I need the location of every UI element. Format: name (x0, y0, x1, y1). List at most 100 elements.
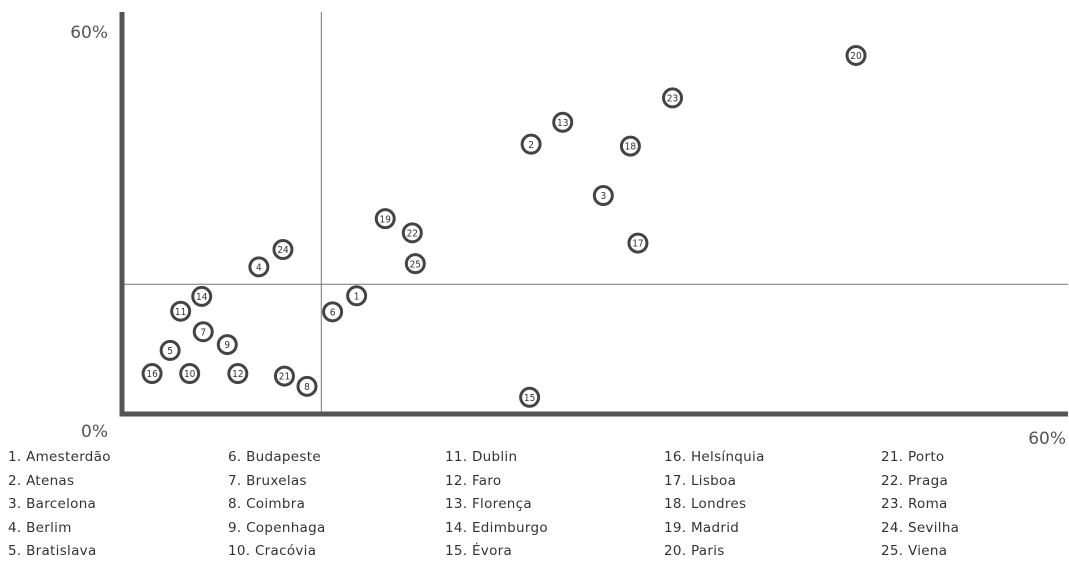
data-point-marker (273, 365, 295, 387)
data-point-marker (227, 363, 249, 385)
data-point-marker (592, 185, 614, 207)
data-point-label: 1 (354, 291, 360, 302)
legend-item: 8. Coimbra (228, 496, 306, 513)
data-point-25: 25 (404, 253, 426, 275)
legend-item: 7. Bruxelas (228, 472, 307, 489)
data-point-marker (141, 363, 163, 385)
legend-item: 1. Amesterdão (8, 449, 111, 465)
data-point-marker (619, 135, 641, 157)
data-point-label: 14 (196, 292, 208, 303)
data-point-label: 24 (277, 245, 289, 256)
legend-item: 6. Budapeste (228, 449, 321, 465)
data-point-marker (662, 87, 684, 109)
data-point-marker (272, 239, 294, 261)
data-point-label: 7 (200, 327, 206, 338)
legend-item: 11. Dublin (445, 449, 518, 465)
data-point-label: 4 (256, 262, 262, 273)
data-point-14: 14 (191, 285, 213, 307)
data-point-marker (192, 321, 214, 343)
legend-item: 18. Londres (664, 496, 747, 513)
data-point-17: 17 (627, 232, 649, 254)
y-axis-max-label: 60% (70, 23, 108, 43)
data-point-label: 19 (380, 214, 392, 225)
data-point-label: 17 (632, 239, 643, 250)
legend-column: 11. Dublin 12. Faro 13. Florença 14. Edimbu… (445, 446, 548, 564)
data-point-10: 10 (179, 363, 201, 385)
legend-item: 5. Bratislava (8, 543, 97, 560)
data-point-marker (179, 363, 201, 385)
legend-item: 12. Faro (445, 472, 502, 489)
scatter-chart: 60% 0% 60% 12345678910111213141516171819… (70, 12, 1068, 445)
legend-item: 21. Porto (881, 449, 945, 465)
data-point-marker (296, 375, 318, 397)
data-point-marker (401, 222, 423, 244)
reference-lines (122, 12, 1068, 414)
legend-item: 3. Barcelona (8, 496, 97, 513)
legend-item: 14. Edimburgo (445, 519, 548, 536)
data-point-19: 19 (374, 208, 396, 230)
data-point-label: 8 (304, 382, 310, 393)
data-point-label: 10 (184, 369, 196, 380)
data-point-3: 3 (592, 185, 614, 207)
legend-item: 19. Madrid (664, 519, 740, 536)
data-point-label: 21 (279, 372, 290, 383)
x-axis-min-label: 0% (81, 422, 108, 442)
legend-column: 1. Amesterdão 2. Atenas 3. Barcelona 4. Ber… (8, 446, 111, 564)
data-point-11: 11 (170, 300, 192, 322)
legend-item: 4. Berlim (8, 519, 72, 536)
data-point-9: 9 (216, 334, 238, 356)
data-point-label: 22 (407, 228, 418, 239)
legend-item: 2. Atenas (8, 472, 75, 489)
data-point-label: 18 (625, 142, 637, 153)
data-point-marker (404, 253, 426, 275)
legend-item: 23. Roma (881, 496, 948, 513)
data-point-marker (520, 133, 542, 155)
legend-item: 10. Cracóvia (228, 543, 317, 560)
data-point-marker (159, 339, 181, 361)
data-points: 1234567891011121314151617181920212223242… (141, 44, 867, 408)
data-point-8: 8 (296, 375, 318, 397)
data-point-label: 16 (146, 369, 158, 380)
data-point-label: 3 (600, 191, 606, 202)
data-point-label: 15 (524, 393, 535, 404)
legend-item: 17. Lisboa (664, 472, 737, 489)
legend-item: 9. Copenhaga (228, 519, 326, 536)
data-point-6: 6 (322, 301, 344, 323)
legend-item: 20. Paris (664, 543, 725, 560)
data-point-marker (627, 232, 649, 254)
data-point-marker (322, 301, 344, 323)
legend-item: 25. Viena (881, 543, 948, 560)
legend-item: 24. Sevilha (881, 519, 960, 536)
data-point-5: 5 (159, 339, 181, 361)
data-point-label: 6 (330, 307, 336, 318)
data-point-label: 9 (224, 340, 230, 351)
data-point-15: 15 (519, 386, 541, 408)
legend-column: 16. Helsínquia 17. Lisboa 18. Londres 19. M… (664, 446, 765, 564)
data-point-label: 25 (410, 259, 421, 270)
data-point-marker (346, 285, 368, 307)
legend: 1. Amesterdão 2. Atenas 3. Barcelona 4. Ber… (8, 446, 1068, 563)
data-point-20: 20 (845, 44, 867, 66)
data-point-13: 13 (552, 111, 574, 133)
data-point-21: 21 (273, 365, 295, 387)
data-point-marker (845, 44, 867, 66)
data-point-24: 24 (272, 239, 294, 261)
x-axis-max-label: 60% (1028, 429, 1066, 445)
data-point-18: 18 (619, 135, 641, 157)
data-point-marker (170, 300, 192, 322)
legend-item: 22. Praga (881, 472, 949, 489)
data-point-label: 20 (850, 51, 862, 62)
data-point-label: 5 (167, 346, 173, 357)
data-point-23: 23 (662, 87, 684, 109)
data-point-marker (216, 334, 238, 356)
legend-column: 6. Budapeste 7. Bruxelas 8. Coimbra 9. Cope… (228, 446, 326, 564)
data-point-marker (191, 285, 213, 307)
data-point-16: 16 (141, 363, 163, 385)
data-point-4: 4 (248, 256, 270, 278)
data-point-marker (374, 208, 396, 230)
data-point-12: 12 (227, 363, 249, 385)
legend-item: 13. Florença (445, 496, 532, 513)
data-point-label: 23 (667, 93, 678, 104)
data-point-label: 13 (557, 118, 568, 129)
data-point-22: 22 (401, 222, 423, 244)
